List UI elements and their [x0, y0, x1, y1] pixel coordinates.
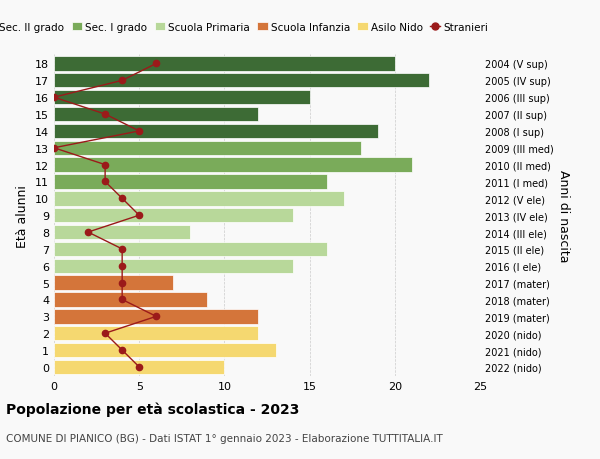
Text: Popolazione per età scolastica - 2023: Popolazione per età scolastica - 2023 — [6, 402, 299, 416]
Bar — [54, 158, 412, 173]
Bar — [54, 141, 361, 156]
Bar — [54, 326, 259, 341]
Bar — [54, 192, 344, 206]
Bar — [54, 242, 326, 257]
Bar — [54, 74, 429, 88]
Bar — [54, 360, 224, 374]
Bar — [54, 208, 293, 223]
Bar — [54, 293, 208, 307]
Bar — [54, 309, 259, 324]
Text: COMUNE DI PIANICO (BG) - Dati ISTAT 1° gennaio 2023 - Elaborazione TUTTITALIA.IT: COMUNE DI PIANICO (BG) - Dati ISTAT 1° g… — [6, 433, 443, 442]
Bar — [54, 343, 275, 358]
Bar — [54, 124, 378, 139]
Bar — [54, 91, 310, 105]
Bar — [54, 276, 173, 290]
Y-axis label: Anni di nascita: Anni di nascita — [557, 169, 570, 262]
Legend: Sec. II grado, Sec. I grado, Scuola Primaria, Scuola Infanzia, Asilo Nido, Stran: Sec. II grado, Sec. I grado, Scuola Prim… — [0, 18, 493, 37]
Y-axis label: Età alunni: Età alunni — [16, 185, 29, 247]
Bar — [54, 225, 190, 240]
Bar — [54, 259, 293, 274]
Bar — [54, 57, 395, 72]
Bar — [54, 108, 259, 122]
Bar — [54, 175, 326, 189]
